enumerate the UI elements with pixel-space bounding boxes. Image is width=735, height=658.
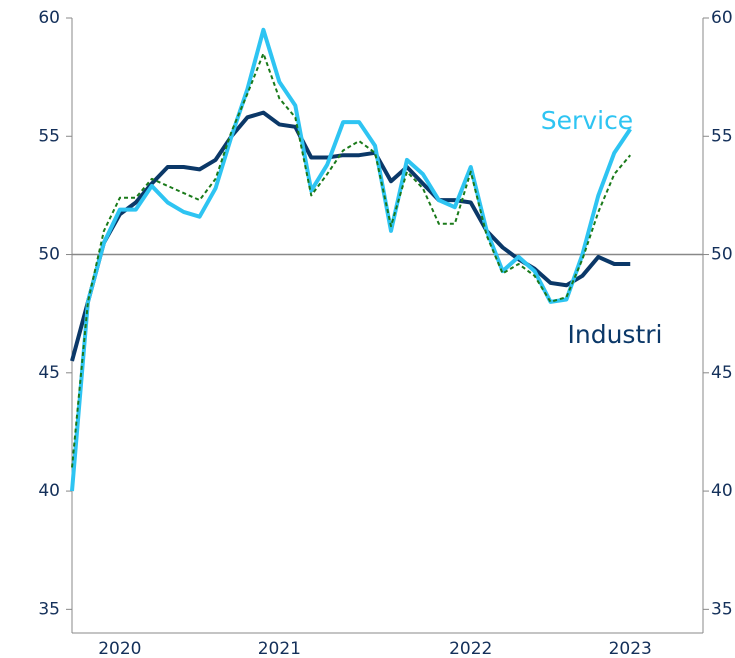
y2-tick-label: 55 <box>711 126 733 146</box>
series-line <box>70 27 632 492</box>
x-tick-label: 2023 <box>609 639 652 658</box>
y2-tick-label: 50 <box>711 245 733 265</box>
y2-tick-label: 45 <box>711 363 733 383</box>
series-label: Service <box>541 106 633 135</box>
y2-tick-label: 35 <box>711 599 733 619</box>
series-line <box>70 110 631 362</box>
y-tick-label: 45 <box>38 363 60 383</box>
x-tick-label: 2020 <box>98 639 141 658</box>
series-label: Industri <box>568 320 663 349</box>
x-tick-label: 2021 <box>258 639 301 658</box>
y2-tick-label: 40 <box>711 481 733 501</box>
y2-tick-label: 60 <box>711 8 733 28</box>
y-tick-label: 50 <box>38 245 60 265</box>
y-tick-label: 35 <box>38 599 60 619</box>
y-tick-label: 40 <box>38 481 60 501</box>
x-tick-label: 2022 <box>449 639 492 658</box>
y-tick-label: 55 <box>38 126 60 146</box>
series-line <box>71 52 632 468</box>
y-tick-label: 60 <box>38 8 60 28</box>
